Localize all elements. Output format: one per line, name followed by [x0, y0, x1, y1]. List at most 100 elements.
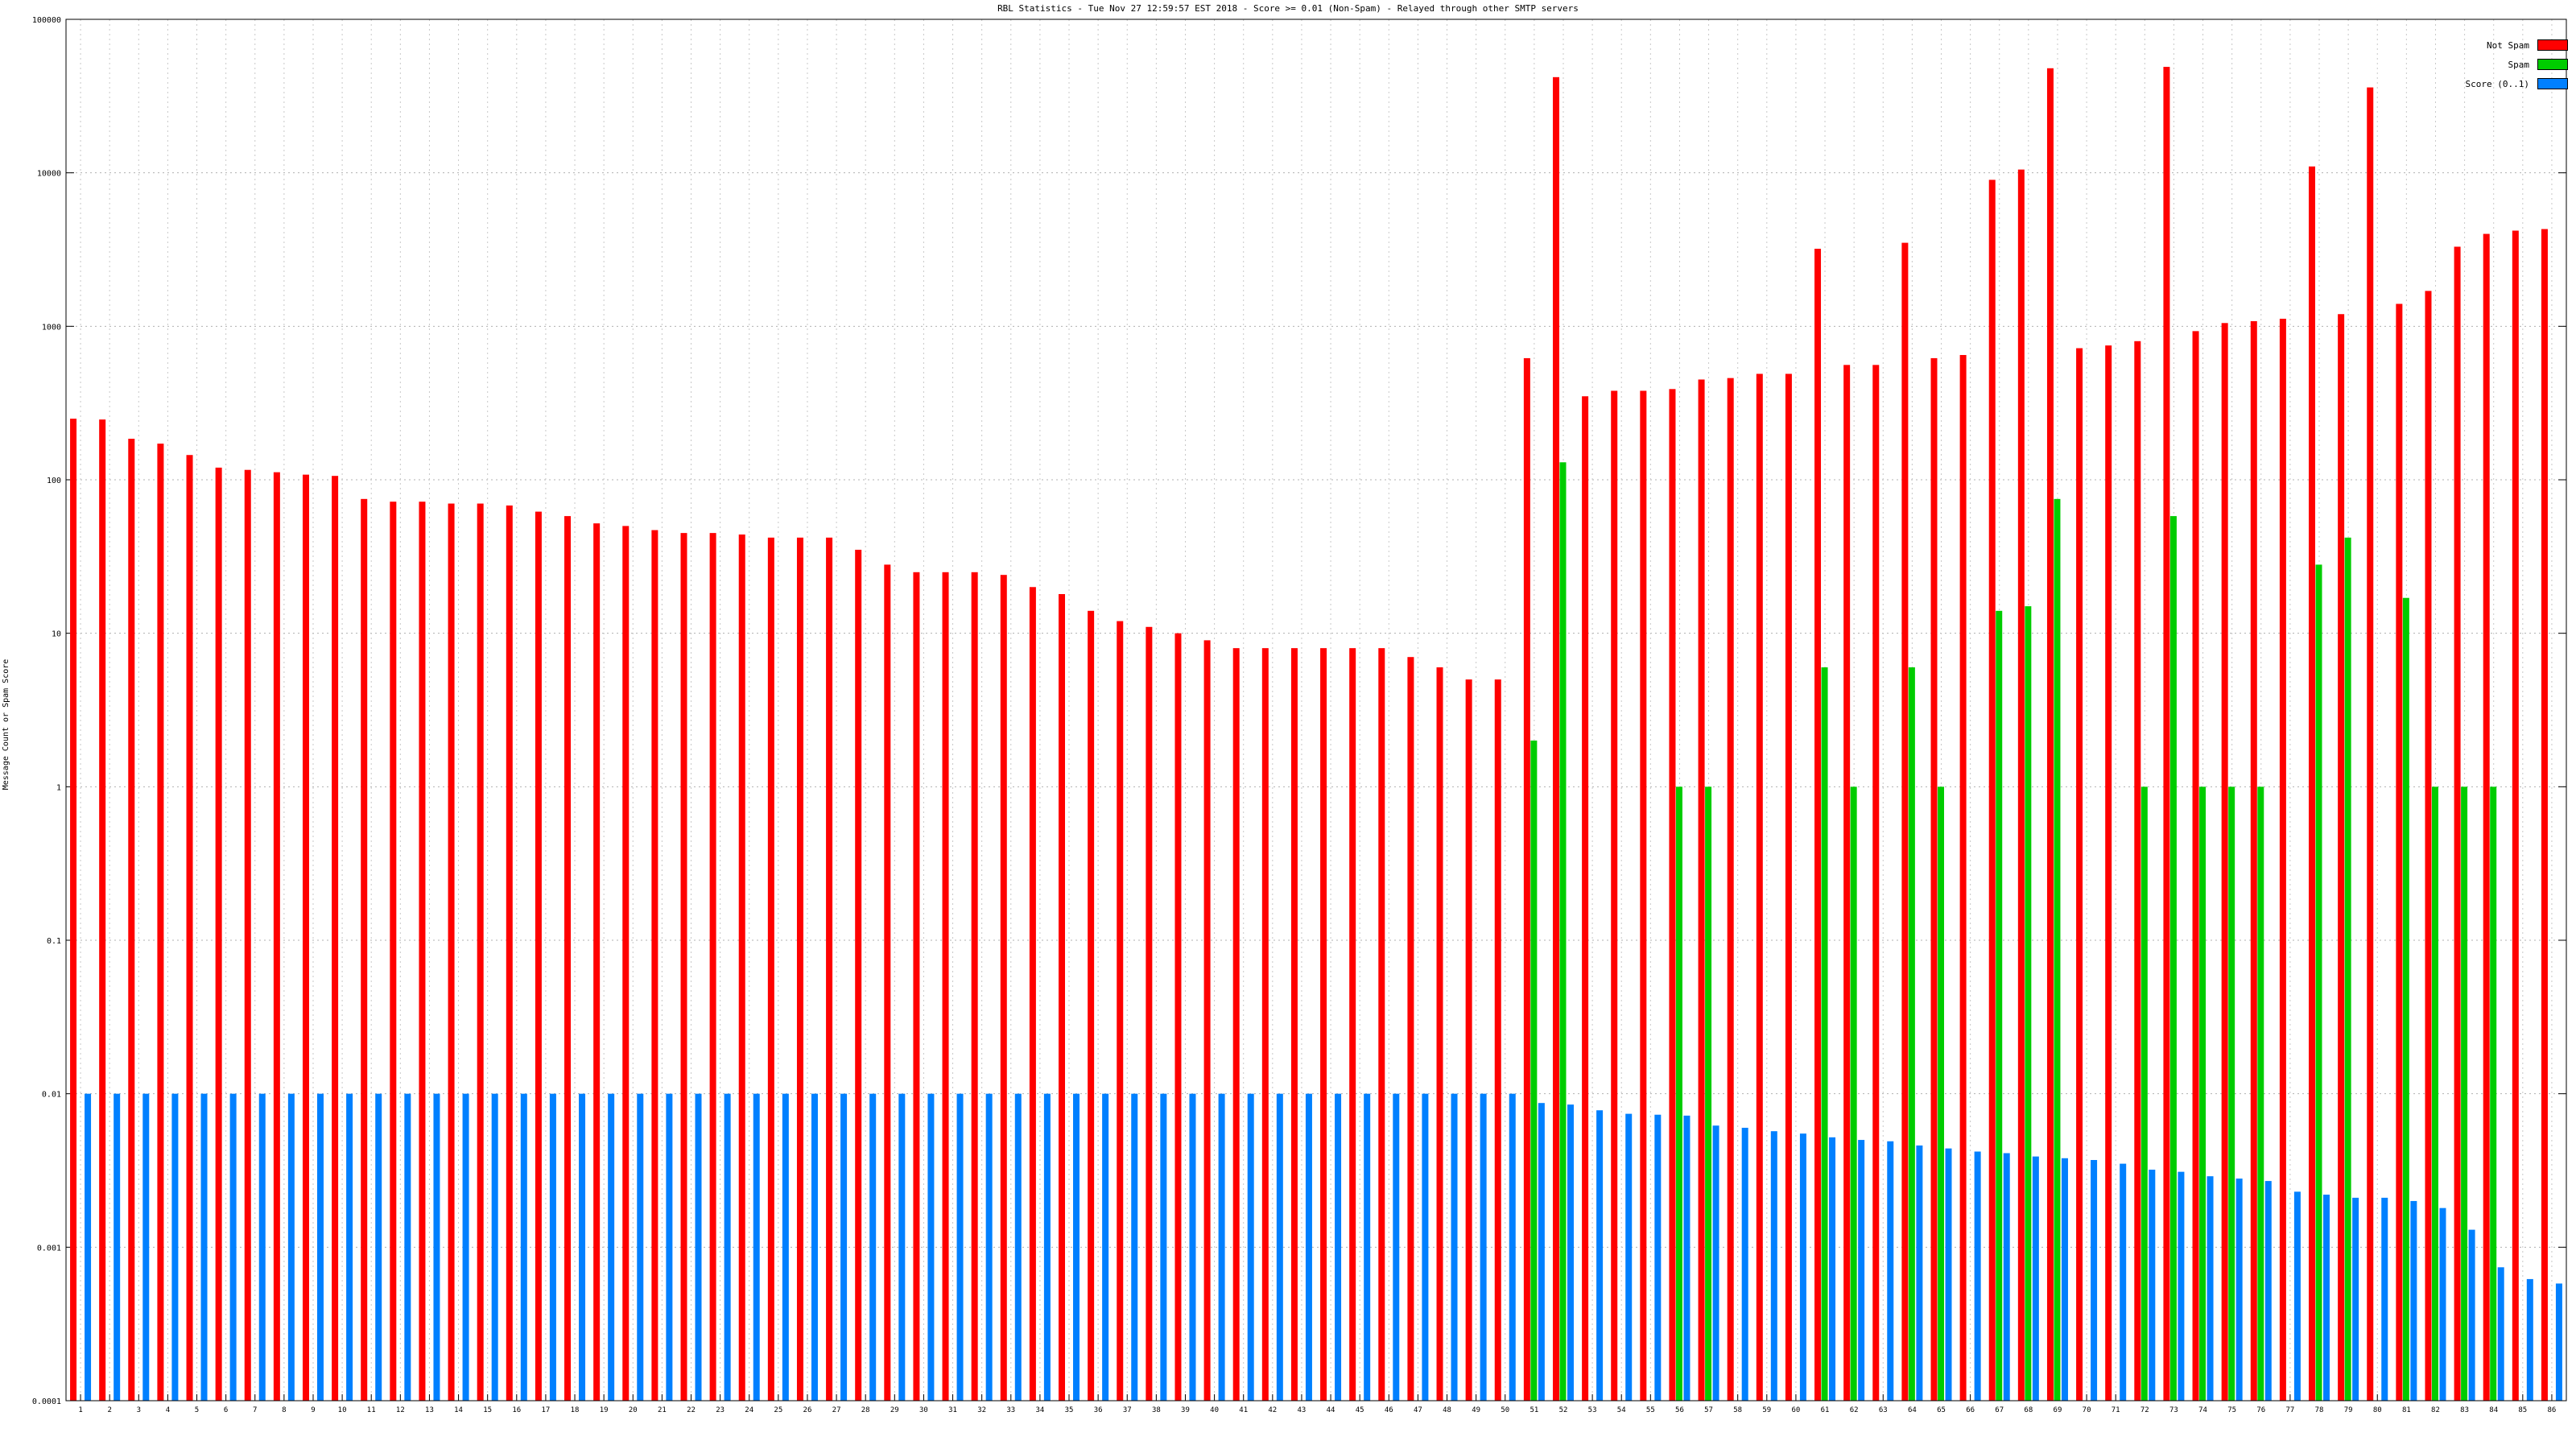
- x-tick-label: 26: [803, 1406, 812, 1414]
- not-spam-bar: [2338, 314, 2345, 1402]
- not-spam-bar: [1088, 610, 1095, 1401]
- not-spam-bar: [2396, 303, 2403, 1402]
- not-spam-bar: [1174, 633, 1182, 1401]
- not-spam-bar: [1988, 180, 1996, 1401]
- x-tick-label: 44: [1327, 1406, 1335, 1414]
- y-tick-label: 10000: [37, 170, 61, 179]
- score-bar: [2178, 1171, 2185, 1401]
- y-tick-label: 0.01: [42, 1091, 61, 1100]
- score-bar: [85, 1093, 92, 1401]
- not-spam-bar: [884, 564, 891, 1402]
- not-spam-bar: [1843, 365, 1851, 1402]
- spam-bar: [2315, 564, 2322, 1402]
- not-spam-bar: [2017, 169, 2025, 1401]
- not-spam-bar: [2163, 67, 2170, 1401]
- score-bar: [1073, 1093, 1080, 1401]
- spam-bar: [1821, 667, 1828, 1401]
- spam-bar: [2054, 498, 2061, 1401]
- x-tick-label: 81: [2402, 1406, 2411, 1414]
- score-bar: [1509, 1093, 1516, 1401]
- x-tick-label: 62: [1850, 1406, 1859, 1414]
- not-spam-bar: [796, 537, 803, 1402]
- not-spam-bar: [70, 419, 77, 1401]
- not-spam-bar: [1117, 621, 1124, 1401]
- not-spam-bar: [1814, 249, 1822, 1401]
- score-bar: [1189, 1093, 1196, 1401]
- score-bar: [1625, 1113, 1633, 1401]
- x-tick-label: 54: [1617, 1406, 1626, 1414]
- x-tick-label: 4: [166, 1406, 170, 1414]
- score-bar: [2061, 1158, 2068, 1401]
- legend-swatch-spam: [2537, 59, 2568, 70]
- legend-label-spam: Spam: [2508, 59, 2530, 70]
- y-tick-label: 1: [56, 783, 61, 792]
- not-spam-bar: [2541, 229, 2548, 1401]
- not-spam-bar: [1552, 76, 1559, 1402]
- not-spam-bar: [302, 474, 309, 1401]
- y-tick-label: 1000: [42, 323, 61, 332]
- x-tick-label: 57: [1704, 1406, 1713, 1414]
- not-spam-bar: [1349, 648, 1356, 1401]
- x-tick-label: 34: [1035, 1406, 1044, 1414]
- not-spam-bar: [1959, 355, 1967, 1401]
- score-bar: [114, 1093, 121, 1401]
- score-bar: [2091, 1159, 2098, 1401]
- x-tick-label: 1: [78, 1406, 82, 1414]
- x-tick-label: 41: [1239, 1406, 1248, 1414]
- score-bar: [2381, 1197, 2388, 1401]
- not-spam-bar: [1407, 657, 1414, 1401]
- spam-bar: [1850, 786, 1857, 1401]
- not-spam-bar: [361, 498, 368, 1401]
- not-spam-bar: [971, 572, 978, 1402]
- x-tick-label: 11: [367, 1406, 376, 1414]
- score-bar: [346, 1093, 353, 1401]
- score-bar: [956, 1093, 964, 1401]
- x-tick-label: 30: [919, 1406, 928, 1414]
- score-bar: [1916, 1145, 1923, 1401]
- not-spam-bar: [826, 537, 833, 1402]
- x-tick-label: 2: [107, 1406, 111, 1414]
- not-spam-bar: [1727, 378, 1734, 1402]
- score-bar: [753, 1093, 760, 1401]
- x-tick-label: 61: [1821, 1406, 1830, 1414]
- not-spam-bar: [2192, 331, 2199, 1402]
- not-spam-bar: [1261, 648, 1269, 1401]
- score-bar: [1451, 1093, 1458, 1401]
- score-bar: [695, 1093, 702, 1401]
- x-tick-label: 74: [2198, 1406, 2207, 1414]
- score-bar: [1305, 1093, 1312, 1401]
- x-tick-label: 50: [1501, 1406, 1509, 1414]
- x-tick-label: 49: [1472, 1406, 1480, 1414]
- x-tick-label: 22: [687, 1406, 696, 1414]
- spam-bar: [2431, 786, 2438, 1401]
- score-bar: [1829, 1137, 1836, 1401]
- x-tick-label: 45: [1356, 1406, 1364, 1414]
- not-spam-bar: [157, 444, 164, 1402]
- not-spam-bar: [1611, 390, 1618, 1401]
- x-tick-label: 73: [2169, 1406, 2178, 1414]
- x-tick-label: 3: [137, 1406, 141, 1414]
- y-tick-label: 100: [47, 477, 61, 485]
- not-spam-bar: [680, 533, 687, 1401]
- spam-bar: [1938, 786, 1944, 1401]
- x-tick-label: 40: [1210, 1406, 1219, 1414]
- score-bar: [1218, 1093, 1225, 1401]
- x-tick-label: 46: [1385, 1406, 1393, 1414]
- score-bar: [985, 1093, 993, 1401]
- not-spam-bar: [738, 534, 745, 1401]
- spam-bar: [1675, 786, 1682, 1401]
- score-bar: [2032, 1156, 2039, 1401]
- not-spam-bar: [477, 503, 484, 1401]
- x-tick-label: 66: [1966, 1406, 1975, 1414]
- score-bar: [2439, 1208, 2446, 1401]
- x-tick-label: 85: [2518, 1406, 2527, 1414]
- not-spam-bar: [1029, 587, 1036, 1401]
- not-spam-bar: [593, 523, 601, 1401]
- score-bar: [1480, 1093, 1487, 1401]
- x-tick-label: 60: [1791, 1406, 1800, 1414]
- y-tick-label: 0.1: [47, 937, 61, 946]
- not-spam-bar: [273, 472, 280, 1402]
- x-tick-label: 83: [2460, 1406, 2469, 1414]
- legend-swatch-not-spam: [2537, 39, 2568, 51]
